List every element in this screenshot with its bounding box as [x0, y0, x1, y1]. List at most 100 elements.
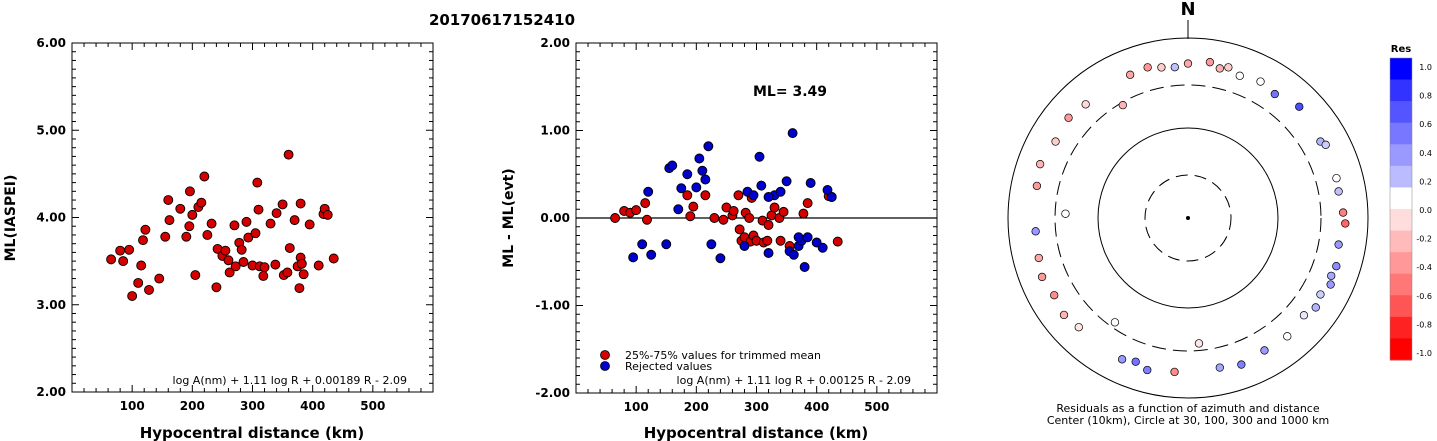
ml-point	[138, 235, 148, 246]
x-tick-label: 200	[180, 399, 205, 413]
plot1-ylabel: ML(IASPEI)	[3, 175, 19, 262]
station-residual-point	[1183, 59, 1193, 68]
ml-point	[144, 284, 154, 295]
ml-point	[164, 215, 175, 226]
colorbar-title: Res	[1391, 44, 1411, 55]
station-residual-point	[1235, 71, 1244, 80]
rejected-residual-point	[700, 174, 711, 185]
ml-vs-distance-plot: 100 200 300 400 500 2.00 3.00 4.00 5.00 6.00 Hypo…	[3, 36, 434, 441]
trimmed-residual-point	[610, 213, 621, 223]
circle-1000km	[1007, 37, 1369, 399]
station-residual-point	[1270, 89, 1279, 99]
plot3-points	[1031, 58, 1350, 377]
colorbar-tick-label: 0.6	[1419, 120, 1432, 129]
ml-point	[265, 218, 276, 229]
colorbar-tick-label: 0.0	[1419, 206, 1432, 215]
ml-point	[160, 231, 171, 242]
station-residual-point	[1051, 137, 1060, 146]
station-residual-point	[1321, 140, 1330, 149]
ml-point	[282, 267, 293, 278]
rejected-residual-point	[748, 190, 759, 201]
colorbar-tick-label: -0.8	[1416, 320, 1432, 329]
ml-point	[224, 267, 235, 278]
colorbar-cell	[1390, 165, 1412, 188]
plot2-xlabel: Hypocentral distance (km)	[644, 424, 869, 441]
trimmed-residual-point	[700, 190, 711, 201]
y-tick-label: 4.00	[36, 211, 66, 225]
y-tick-label: 1.00	[540, 124, 570, 138]
north-label: N	[1180, 0, 1195, 20]
station-residual-point	[1338, 208, 1348, 217]
station-residual-point	[1170, 367, 1179, 377]
trimmed-residual-point	[734, 224, 745, 235]
residual-colorbar: Res 1.0 0.8 0.6 0.4 0.2 0.0 -0.2 -0.4 -0.6 -0.8 -1…	[1389, 44, 1432, 361]
rejected-residual-point	[676, 183, 687, 194]
station-residual-point	[1299, 311, 1309, 320]
rejected-residual-point	[673, 204, 684, 215]
circle-30km	[1144, 174, 1232, 262]
station-residual-point	[1034, 253, 1043, 263]
rejected-residual-point	[756, 180, 767, 191]
y-tick-label: -2.00	[535, 386, 570, 400]
ml-point	[133, 277, 144, 288]
colorbar-tick-label: 0.8	[1419, 92, 1432, 101]
ml-point	[304, 219, 315, 230]
rejected-residual-point	[697, 165, 708, 176]
plot2-axes: 100 200 300 400 500 -2.00 -1.00 0.00 1.00 2.00	[535, 36, 938, 414]
trimmed-residual-point	[744, 213, 755, 223]
station-residual-point	[1110, 318, 1120, 327]
colorbar-cell	[1390, 144, 1412, 167]
rejected-residual-point	[628, 252, 639, 263]
colorbar-cell	[1390, 122, 1412, 145]
plot1-formula: log A(nm) + 1.11 log R + 0.00189 R - 2.0…	[173, 374, 407, 387]
station-residual-point	[1332, 262, 1341, 271]
ml-point	[250, 228, 261, 239]
rejected-residual-point	[739, 241, 750, 251]
plot2-ylabel: ML - ML(evt)	[501, 168, 517, 267]
station-residual-point	[1035, 160, 1045, 169]
colorbar-cells	[1390, 58, 1412, 361]
rejected-residual-point	[763, 192, 774, 202]
y-tick-label: -1.00	[535, 299, 570, 313]
ml-point	[258, 271, 269, 281]
plot1-axes: 100 200 300 400 500 2.00 3.00 4.00 5.00 6.00	[36, 36, 434, 413]
ml-point	[238, 257, 249, 267]
colorbar-tick-label: -0.2	[1416, 235, 1432, 244]
ml-point	[229, 220, 240, 231]
rejected-residual-point	[706, 239, 717, 250]
ml-point	[322, 209, 333, 220]
station-residual-point	[1131, 357, 1140, 366]
station-residual-point	[1326, 280, 1335, 289]
station-residual-point	[1205, 58, 1215, 67]
ml-point	[253, 204, 264, 215]
trimmed-residual-point	[709, 213, 720, 223]
x-tick-label: 200	[684, 400, 709, 414]
ml-point	[140, 224, 151, 235]
station-residual-point	[1117, 355, 1127, 364]
plot2-legend: 25%-75% values for trimmed mean Rejected…	[600, 349, 821, 373]
ml-point	[163, 195, 174, 206]
station-residual-point	[1215, 363, 1224, 372]
circle-100km	[1097, 127, 1279, 309]
ml-point	[127, 291, 138, 301]
rejected-residual-point	[754, 151, 765, 162]
station-residual-point	[1157, 63, 1166, 72]
x-tick-label: 400	[300, 399, 325, 413]
rejected-residual-point	[775, 186, 786, 197]
y-tick-label: 6.00	[36, 36, 66, 50]
azimuth-distance-plot: N Residuals as a function of azimuth and…	[1007, 0, 1369, 427]
ml-point	[106, 254, 117, 265]
station-residual-point	[1118, 101, 1128, 110]
ml-point	[181, 231, 192, 242]
ml-point	[118, 256, 129, 267]
station-residual-point	[1059, 310, 1069, 320]
trimmed-residual-point	[733, 190, 744, 201]
rejected-residual-point	[787, 128, 798, 139]
rejected-residual-point	[763, 248, 774, 258]
ml-point	[190, 270, 201, 281]
residual-vs-distance-plot: 100 200 300 400 500 -2.00 -1.00 0.00 1.00 2.00 Hy…	[501, 36, 938, 441]
ml-point	[295, 198, 306, 209]
ml-point	[154, 273, 165, 284]
colorbar-cell	[1390, 230, 1412, 253]
